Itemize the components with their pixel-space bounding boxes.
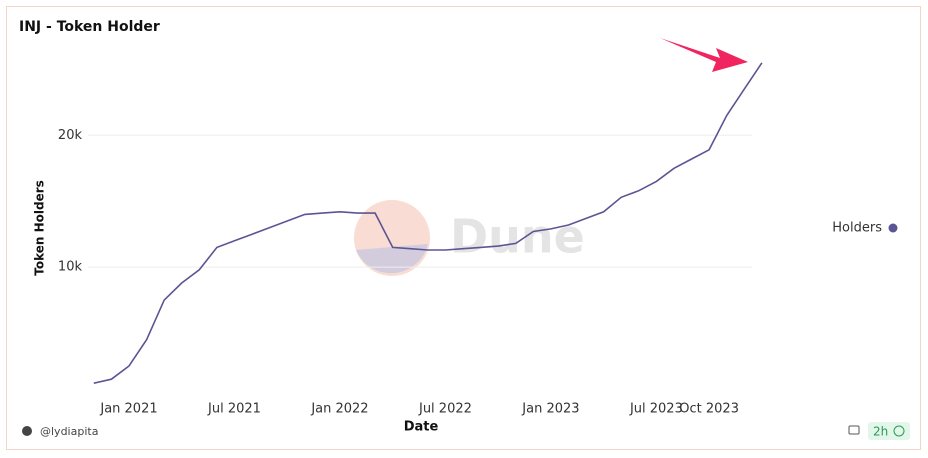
card — [6, 6, 921, 450]
chart-title: INJ - Token Holder — [19, 19, 160, 35]
y-tick-label: 10k — [58, 260, 83, 275]
x-tick-label: Jan 2022 — [310, 402, 368, 417]
x-tick-label: Jul 2022 — [418, 402, 472, 417]
x-axis-label: Date — [404, 420, 439, 435]
legend-swatch — [888, 223, 898, 233]
watermark-text: Dune — [450, 210, 585, 264]
y-axis-label: Token Holders — [33, 180, 47, 276]
annotation-arrow — [660, 38, 748, 72]
refresh-time: 2h — [873, 425, 888, 439]
watermark: Dune — [354, 200, 585, 276]
legend-label: Holders — [832, 221, 882, 236]
x-tick-label: Jul 2021 — [207, 402, 261, 417]
author: @lydiapita — [40, 425, 98, 438]
avatar — [22, 426, 32, 436]
series-line — [93, 62, 763, 384]
x-tick-label: Oct 2023 — [679, 402, 739, 417]
y-tick-label: 20k — [58, 128, 83, 143]
x-tick-label: Jan 2023 — [521, 402, 579, 417]
refresh-icon — [893, 425, 905, 437]
x-tick-label: Jan 2021 — [99, 402, 157, 417]
x-tick-label: Jul 2023 — [629, 402, 683, 417]
camera-icon[interactable] — [848, 425, 860, 435]
